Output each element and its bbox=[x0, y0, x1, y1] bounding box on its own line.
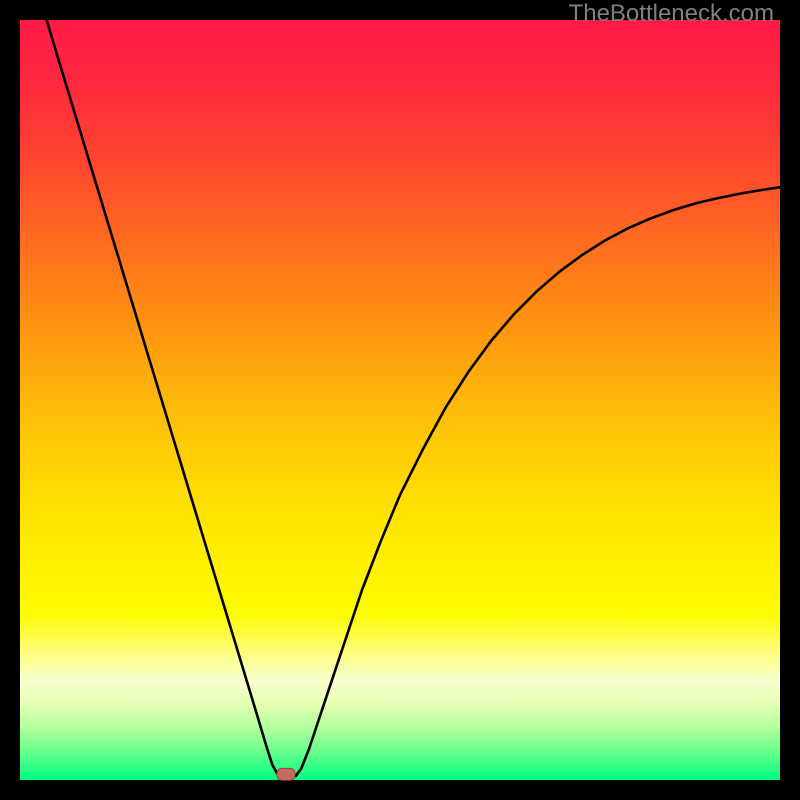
chart-background bbox=[20, 20, 780, 780]
bottleneck-chart bbox=[0, 0, 800, 800]
chart-container: TheBottleneck.com bbox=[0, 0, 800, 800]
watermark-text: TheBottleneck.com bbox=[569, 0, 774, 28]
optimal-point-marker bbox=[277, 768, 295, 780]
